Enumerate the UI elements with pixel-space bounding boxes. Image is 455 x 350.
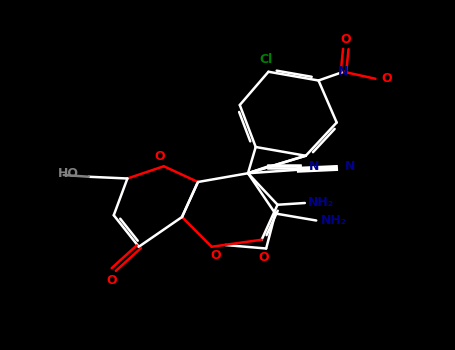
Text: N: N [339,65,349,78]
Text: O: O [340,33,351,46]
Text: NH₂: NH₂ [308,196,334,210]
Text: O: O [211,249,222,262]
Text: HO: HO [58,167,79,180]
Text: O: O [106,274,117,287]
Text: N: N [309,160,319,173]
Text: O: O [154,150,165,163]
Text: N: N [345,160,355,173]
Text: Cl: Cl [259,53,273,66]
Text: O: O [258,251,269,264]
Text: NH₂: NH₂ [320,214,347,227]
Text: O: O [381,72,392,85]
